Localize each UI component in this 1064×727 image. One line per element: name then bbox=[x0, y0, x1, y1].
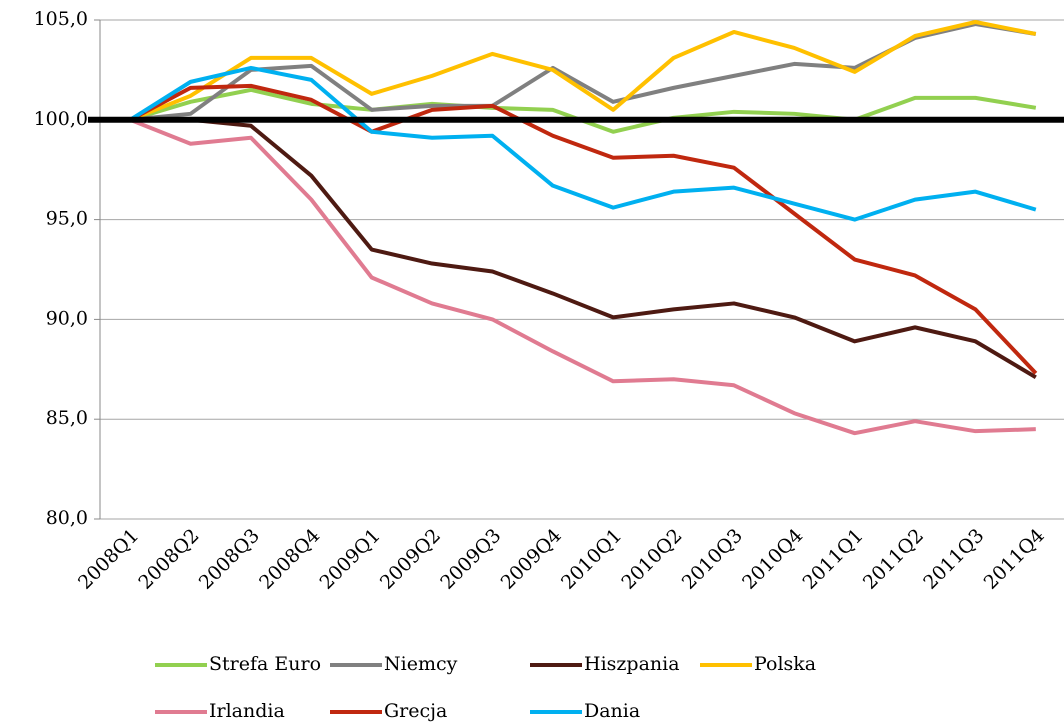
x-tick-label: 2008Q4 bbox=[255, 525, 324, 594]
x-tick-label: 2011Q4 bbox=[980, 525, 1049, 594]
series-line bbox=[130, 117, 1037, 380]
x-tick-label: 2010Q2 bbox=[617, 525, 686, 594]
x-tick-label: 2011Q1 bbox=[798, 525, 867, 594]
x-tick-label: 2011Q2 bbox=[859, 525, 928, 594]
y-tick-label: 100,0 bbox=[34, 108, 88, 130]
x-tick-label: 2011Q3 bbox=[919, 525, 988, 594]
legend-label: Niemcy bbox=[384, 653, 458, 675]
x-tick-label: 2009Q4 bbox=[497, 525, 566, 594]
x-tick-label: 2009Q2 bbox=[376, 525, 445, 594]
series-line bbox=[129, 65, 1037, 222]
x-tick-label: 2010Q3 bbox=[678, 525, 747, 594]
legend-label: Hiszpania bbox=[584, 653, 680, 675]
y-tick-label: 85,0 bbox=[46, 407, 88, 429]
x-tick-label: 2010Q4 bbox=[738, 525, 807, 594]
y-tick-label: 90,0 bbox=[46, 307, 88, 329]
x-tick-label: 2010Q1 bbox=[557, 525, 626, 594]
series-line bbox=[129, 83, 1038, 375]
legend-label: Dania bbox=[584, 700, 640, 722]
x-tick-label: 2008Q3 bbox=[195, 525, 264, 594]
legend-label: Polska bbox=[754, 653, 816, 675]
x-tick-label: 2008Q1 bbox=[74, 525, 143, 594]
legend-label: Strefa Euro bbox=[209, 653, 321, 675]
y-tick-label: 95,0 bbox=[46, 208, 88, 230]
x-tick-label: 2009Q1 bbox=[315, 525, 384, 594]
x-tick-label: 2009Q3 bbox=[436, 525, 505, 594]
y-tick-label: 80,0 bbox=[46, 507, 88, 529]
legend-label: Grecja bbox=[384, 700, 447, 722]
x-tick-label: 2008Q2 bbox=[134, 525, 203, 594]
y-tick-label: 105,0 bbox=[34, 8, 88, 30]
series-line bbox=[129, 87, 1037, 134]
series-line bbox=[129, 117, 1036, 436]
legend-label: Irlandia bbox=[209, 700, 285, 722]
series-line bbox=[129, 19, 1037, 122]
